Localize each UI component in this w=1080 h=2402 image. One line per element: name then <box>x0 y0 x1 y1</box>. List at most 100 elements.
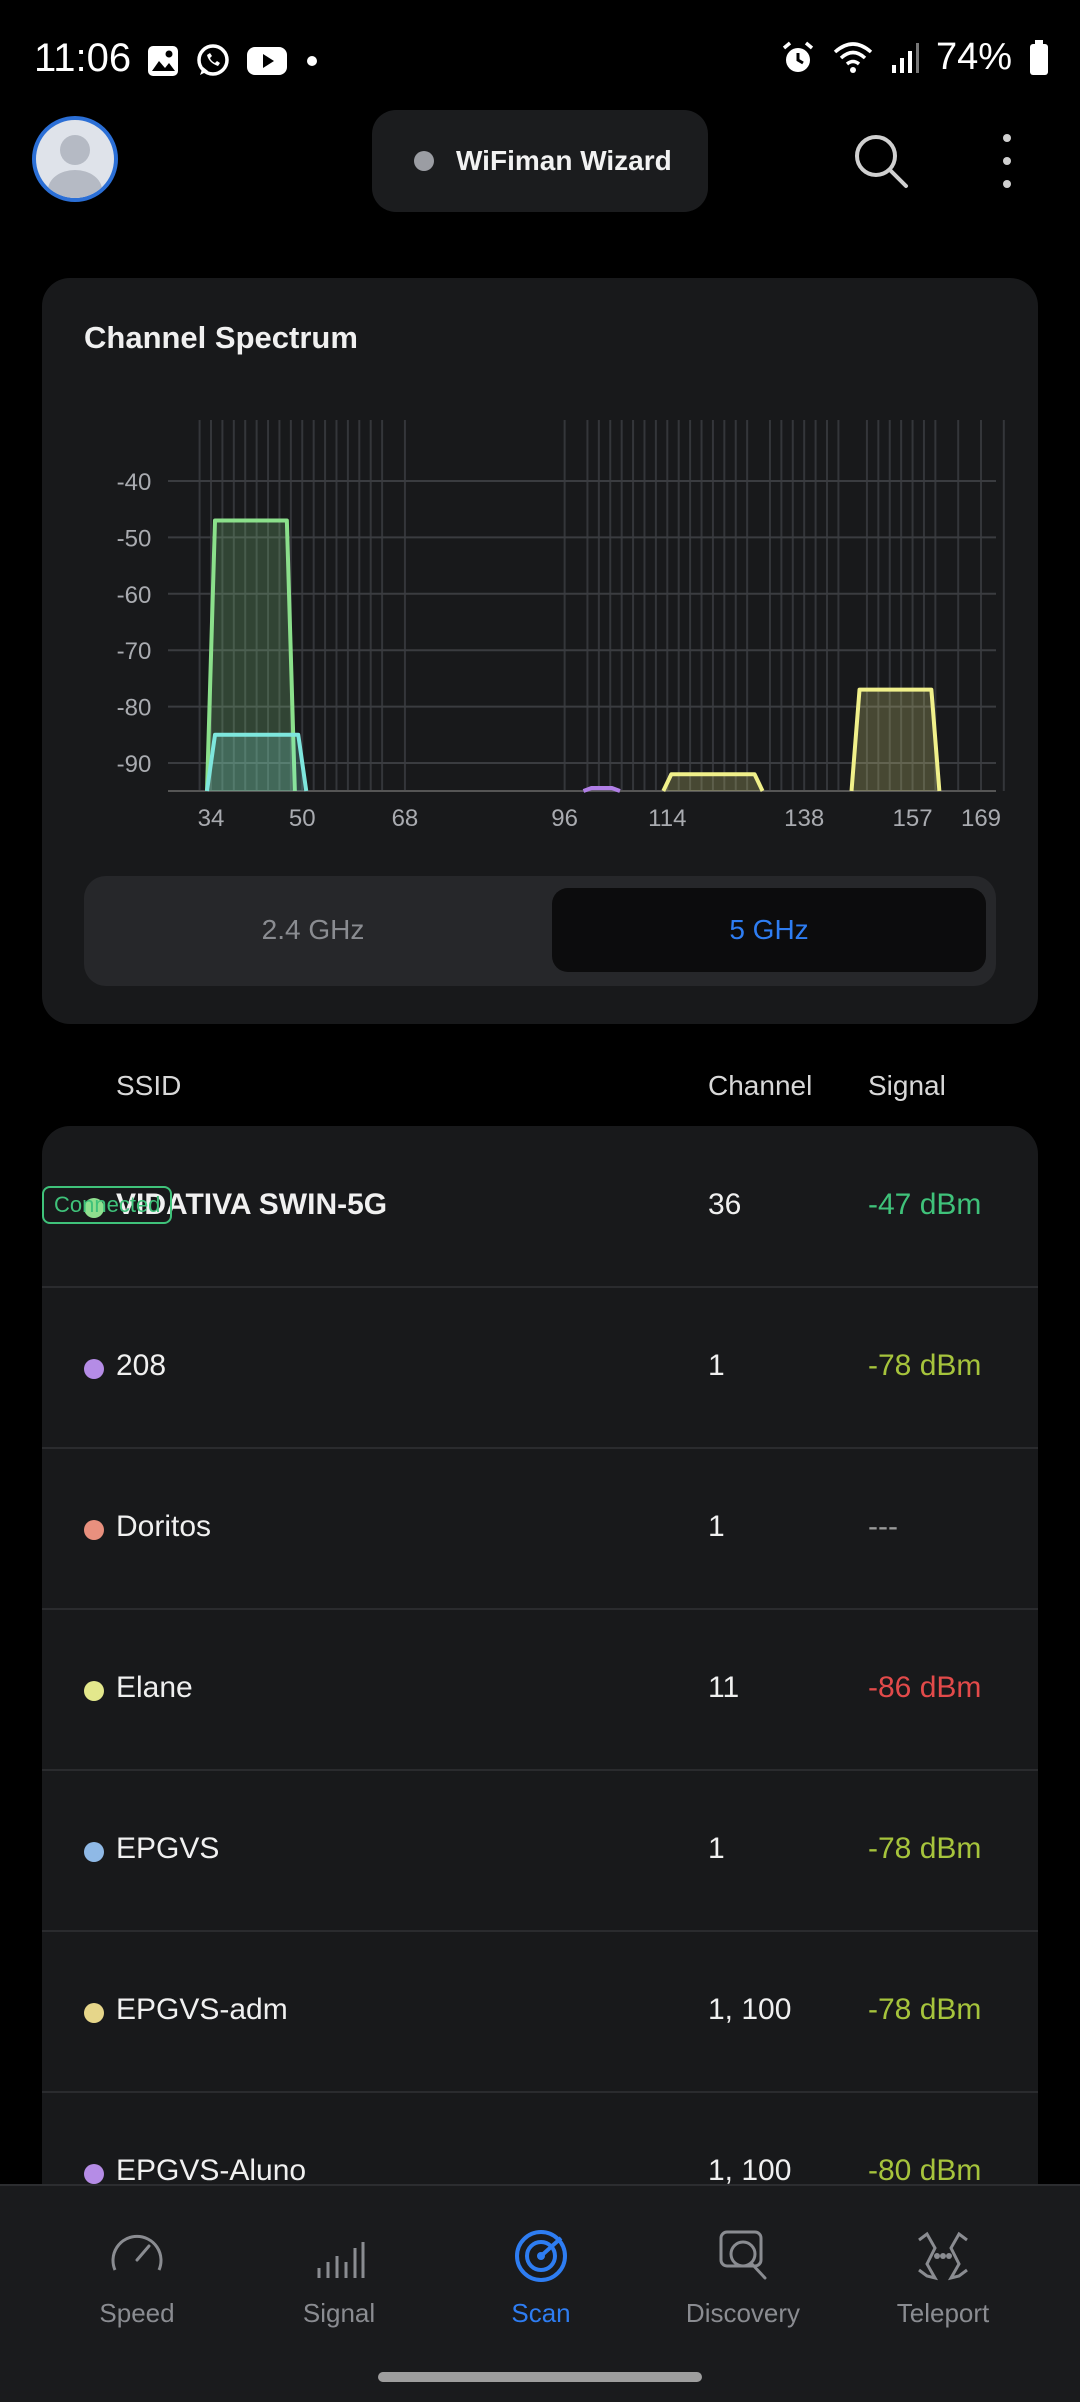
ssid-column-header: SSID <box>116 1070 182 1101</box>
y-tick-label: -90 <box>117 751 152 778</box>
battery-icon <box>1030 39 1048 75</box>
series-line <box>849 687 942 792</box>
network-channel: 1 <box>708 1510 725 1543</box>
network-ssid: EPGVS <box>116 1832 220 1865</box>
network-channel: 1 <box>708 1832 725 1865</box>
network-ssid: EPGVS-adm <box>116 1993 288 2026</box>
alarm-icon <box>782 41 814 72</box>
notification-dot-icon <box>307 56 317 66</box>
network-row[interactable]: Doritos 1 --- <box>42 1448 1038 1610</box>
x-tick-label: 169 <box>961 805 1001 832</box>
network-list: VIDATIVA SWIN-5G Connected 36 -47 dBm 208 1 -7… <box>42 1126 1038 2306</box>
home-indicator <box>378 2372 702 2382</box>
nav-scan[interactable]: Scan <box>456 2226 626 2329</box>
y-tick-label: -40 <box>117 469 152 496</box>
series-line <box>205 732 309 792</box>
bottom-nav: Speed Signal Scan Discovery T <box>0 2184 1080 2402</box>
gallery-icon <box>148 46 178 76</box>
x-tick-label: 96 <box>551 805 578 832</box>
network-color-dot <box>84 2164 104 2184</box>
nav-label: Signal <box>302 2298 376 2328</box>
card-title: Channel Spectrum <box>84 320 358 355</box>
wizard-status-dot <box>414 151 434 171</box>
x-tick-label: 34 <box>198 805 225 832</box>
nav-speed[interactable]: Speed <box>52 2226 222 2329</box>
nav-discovery[interactable]: Discovery <box>658 2226 828 2329</box>
whatsapp-icon <box>197 44 229 76</box>
series-area <box>663 774 763 791</box>
network-signal: -78 dBm <box>868 1832 982 1865</box>
cell-signal-icon <box>891 42 919 73</box>
series-area <box>207 734 307 791</box>
nav-label: Discovery <box>685 2298 801 2328</box>
nav-label: Speed <box>99 2298 175 2328</box>
signal-column-header: Signal <box>868 1070 946 1101</box>
network-row[interactable]: EPGVS-Aluno 1, 100 -80 dBm <box>42 2092 1038 2254</box>
network-channel: 11 <box>708 1671 740 1704</box>
network-ssid: Elane <box>116 1671 193 1704</box>
channel-column-header: Channel <box>708 1070 813 1101</box>
teleport-icon <box>918 2231 968 2281</box>
network-color-dot <box>84 1359 104 1379</box>
series-line <box>205 518 297 792</box>
wifiman-wizard-button[interactable]: WiFiman Wizard <box>372 110 708 212</box>
series-area <box>207 520 295 791</box>
avatar[interactable] <box>32 116 118 202</box>
series-line <box>582 786 621 793</box>
speedometer-icon <box>111 2234 163 2271</box>
x-tick-label: 138 <box>784 805 824 832</box>
search-icon[interactable] <box>850 130 912 192</box>
network-row[interactable]: EPGVS-adm 1, 100 -78 dBm <box>42 1931 1038 2093</box>
network-row[interactable]: Elane 11 -86 dBm <box>42 1609 1038 1771</box>
network-ssid: Doritos <box>116 1510 212 1543</box>
status-time: 11:06 <box>34 36 132 80</box>
network-signal: -86 dBm <box>868 1671 982 1704</box>
network-row[interactable]: 208 1 -78 dBm <box>42 1287 1038 1449</box>
wizard-label: WiFiman Wizard <box>456 145 672 176</box>
radar-icon <box>515 2230 567 2282</box>
status-bar: 11:06 <box>0 0 1080 120</box>
nav-label: Teleport <box>896 2298 990 2328</box>
x-tick-label: 157 <box>893 805 933 832</box>
series-line <box>661 772 765 792</box>
network-channel: 36 <box>708 1188 742 1221</box>
y-tick-label: -80 <box>117 695 152 722</box>
channel-spectrum-chart: -40 -50 -60 -70 -80 -90 34 50 68 96 114 138 157 169 <box>117 420 1005 832</box>
network-color-dot <box>84 2003 104 2023</box>
nav-teleport[interactable]: Teleport <box>858 2226 1028 2329</box>
x-tick-label: 68 <box>392 805 419 832</box>
network-signal: -80 dBm <box>868 2154 982 2187</box>
network-color-dot <box>84 1198 104 1218</box>
youtube-icon <box>247 47 287 75</box>
network-color-dot <box>84 1520 104 1540</box>
x-tick-label: 50 <box>289 805 316 832</box>
y-tick-label: -60 <box>117 582 152 609</box>
user-avatar-icon <box>48 135 102 198</box>
network-row[interactable]: VIDATIVA SWIN-5G Connected 36 -47 dBm <box>42 1126 1038 1288</box>
network-channel: 1 <box>708 1349 725 1382</box>
wifi-icon <box>833 41 873 73</box>
y-tick-label: -50 <box>117 525 152 552</box>
network-channel: 1, 100 <box>708 1993 792 2026</box>
x-tick-label: 114 <box>648 805 686 832</box>
network-signal: -78 dBm <box>868 1349 982 1382</box>
band-toggle: 2.4 GHz 5 GHz <box>84 876 996 986</box>
network-signal: -78 dBm <box>868 1993 982 2026</box>
network-ssid: EPGVS-Aluno <box>116 2154 307 2187</box>
device-search-icon <box>719 2230 767 2280</box>
battery-percent: 74% <box>935 36 1012 78</box>
network-channel: 1, 100 <box>708 2154 792 2187</box>
network-row[interactable]: EPGVS 1 -78 dBm <box>42 1770 1038 1932</box>
network-ssid: 208 <box>116 1349 167 1382</box>
band-5ghz-tab[interactable]: 5 GHz <box>552 888 986 972</box>
connected-badge: Connected <box>42 1186 173 1224</box>
signal-bars-icon <box>317 2242 365 2278</box>
more-options-icon[interactable] <box>990 130 1024 192</box>
band-2-4ghz-tab[interactable]: 2.4 GHz <box>261 914 365 945</box>
network-color-dot <box>84 1842 104 1862</box>
network-signal: -47 dBm <box>868 1188 982 1221</box>
network-signal: --- <box>868 1510 898 1543</box>
nav-signal[interactable]: Signal <box>254 2226 424 2329</box>
series-area <box>851 689 940 791</box>
network-color-dot <box>84 1681 104 1701</box>
